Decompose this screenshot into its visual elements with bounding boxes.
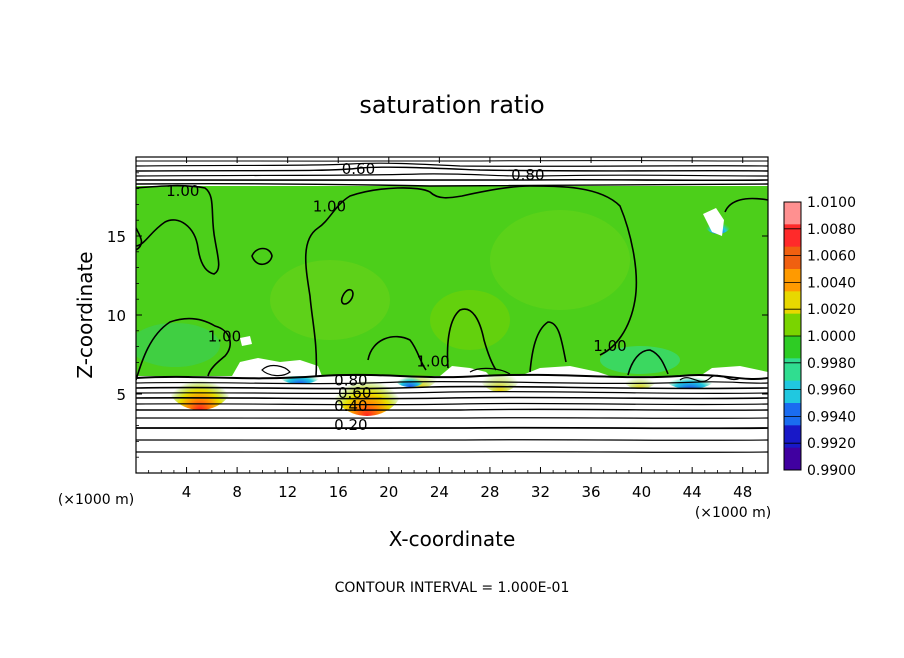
colorbar-label: 1.0000 bbox=[807, 329, 856, 345]
x-tick-label: 28 bbox=[480, 483, 499, 501]
y-tick-label: 15 bbox=[107, 228, 126, 246]
lower-contours bbox=[136, 364, 768, 453]
colorbar-label: 1.0020 bbox=[807, 302, 856, 318]
x-tick-label: 8 bbox=[232, 483, 242, 501]
colorbar-swatch bbox=[784, 246, 801, 270]
x-tick-label: 44 bbox=[683, 483, 702, 501]
x-tick-label: 20 bbox=[379, 483, 398, 501]
colorbar-swatch bbox=[784, 336, 801, 359]
x-unit-label-right: (×1000 m) bbox=[695, 505, 771, 521]
clear-gap bbox=[703, 208, 724, 236]
colorbar: 1.0100 1.0080 1.0060 1.0040 1.0020 1.0000 0.99… bbox=[783, 195, 856, 479]
contour-label: 1.00 bbox=[593, 337, 626, 355]
contour-label: 0.60 bbox=[338, 384, 371, 402]
colorbar-label: 0.9960 bbox=[807, 383, 856, 399]
upper-contours bbox=[136, 160, 768, 187]
patch bbox=[490, 210, 630, 310]
colorbar-swatch bbox=[784, 380, 801, 404]
y-tick-label: 10 bbox=[107, 307, 126, 325]
contour-label: 0.80 bbox=[511, 166, 544, 184]
y-axis-ticks: 5 10 15 bbox=[107, 172, 768, 458]
contour-label: 1.00 bbox=[313, 198, 346, 216]
contour-label: 1.00 bbox=[208, 327, 241, 345]
colorbar-label: 1.0080 bbox=[807, 222, 856, 238]
x-unit-label-left: (×1000 m) bbox=[58, 492, 134, 508]
x-tick-label: 16 bbox=[329, 483, 348, 501]
chart-title: saturation ratio bbox=[359, 91, 544, 119]
hot-spot bbox=[166, 350, 234, 410]
clear-gap bbox=[520, 366, 610, 376]
colorbar-label: 0.9980 bbox=[807, 356, 856, 372]
colorbar-label: 0.9920 bbox=[807, 436, 856, 452]
x-axis-ticks: 4 8 12 16 20 24 28 32 36 40 44 48 bbox=[148, 157, 756, 501]
colorbar-swatch bbox=[784, 313, 801, 337]
clear-gap bbox=[440, 366, 490, 376]
contour-labels: 0.60 0.801.001.001.001.001.000.800.600.40… bbox=[166, 160, 627, 434]
contour-label: 0.80 bbox=[334, 372, 367, 390]
x-tick-label: 40 bbox=[632, 483, 651, 501]
colorbar-swatch bbox=[784, 358, 801, 382]
patch bbox=[600, 346, 680, 374]
patch bbox=[430, 290, 510, 350]
clear-gap bbox=[700, 366, 768, 376]
colorbar-swatch bbox=[784, 425, 801, 449]
patch bbox=[270, 260, 390, 340]
x-axis-label: X-coordinate bbox=[389, 527, 516, 551]
x-tick-label: 12 bbox=[278, 483, 297, 501]
colorbar-label: 0.9900 bbox=[807, 463, 856, 479]
colorbar-swatch bbox=[784, 403, 801, 426]
contour-label: 1.00 bbox=[416, 353, 449, 371]
contour-1-00 bbox=[136, 184, 768, 381]
colorbar-label: 1.0100 bbox=[807, 195, 856, 211]
colorbar-label: 0.9940 bbox=[807, 409, 856, 425]
cloud-region-fill bbox=[136, 186, 768, 376]
contour-interval-text: CONTOUR INTERVAL = 1.000E-01 bbox=[335, 580, 570, 596]
x-tick-label: 24 bbox=[430, 483, 449, 501]
colorbar-label: 1.0060 bbox=[807, 249, 856, 265]
contour-label: 0.60 bbox=[342, 160, 375, 178]
x-tick-label: 36 bbox=[581, 483, 600, 501]
x-tick-label: 32 bbox=[531, 483, 550, 501]
saturation-field: 0.60 0.801.001.001.001.001.000.800.600.40… bbox=[136, 160, 768, 453]
x-tick-label: 4 bbox=[182, 483, 192, 501]
clear-gap bbox=[240, 336, 252, 346]
contour-label: 1.00 bbox=[166, 182, 199, 200]
colorbar-label: 1.0040 bbox=[807, 275, 856, 291]
y-axis-label: Z-coordinate bbox=[73, 251, 97, 378]
x-tick-label: 48 bbox=[733, 483, 752, 501]
y-tick-label: 5 bbox=[116, 386, 126, 404]
colorbar-swatch bbox=[784, 447, 801, 471]
colorbar-swatch bbox=[784, 224, 801, 248]
contour-label: 0.40 bbox=[334, 397, 367, 415]
colorbar-swatch bbox=[784, 202, 801, 225]
clear-gap bbox=[232, 358, 322, 376]
colorbar-swatch bbox=[784, 291, 801, 315]
colorbar-swatch bbox=[784, 269, 801, 292]
contour-label: 0.20 bbox=[334, 416, 367, 434]
